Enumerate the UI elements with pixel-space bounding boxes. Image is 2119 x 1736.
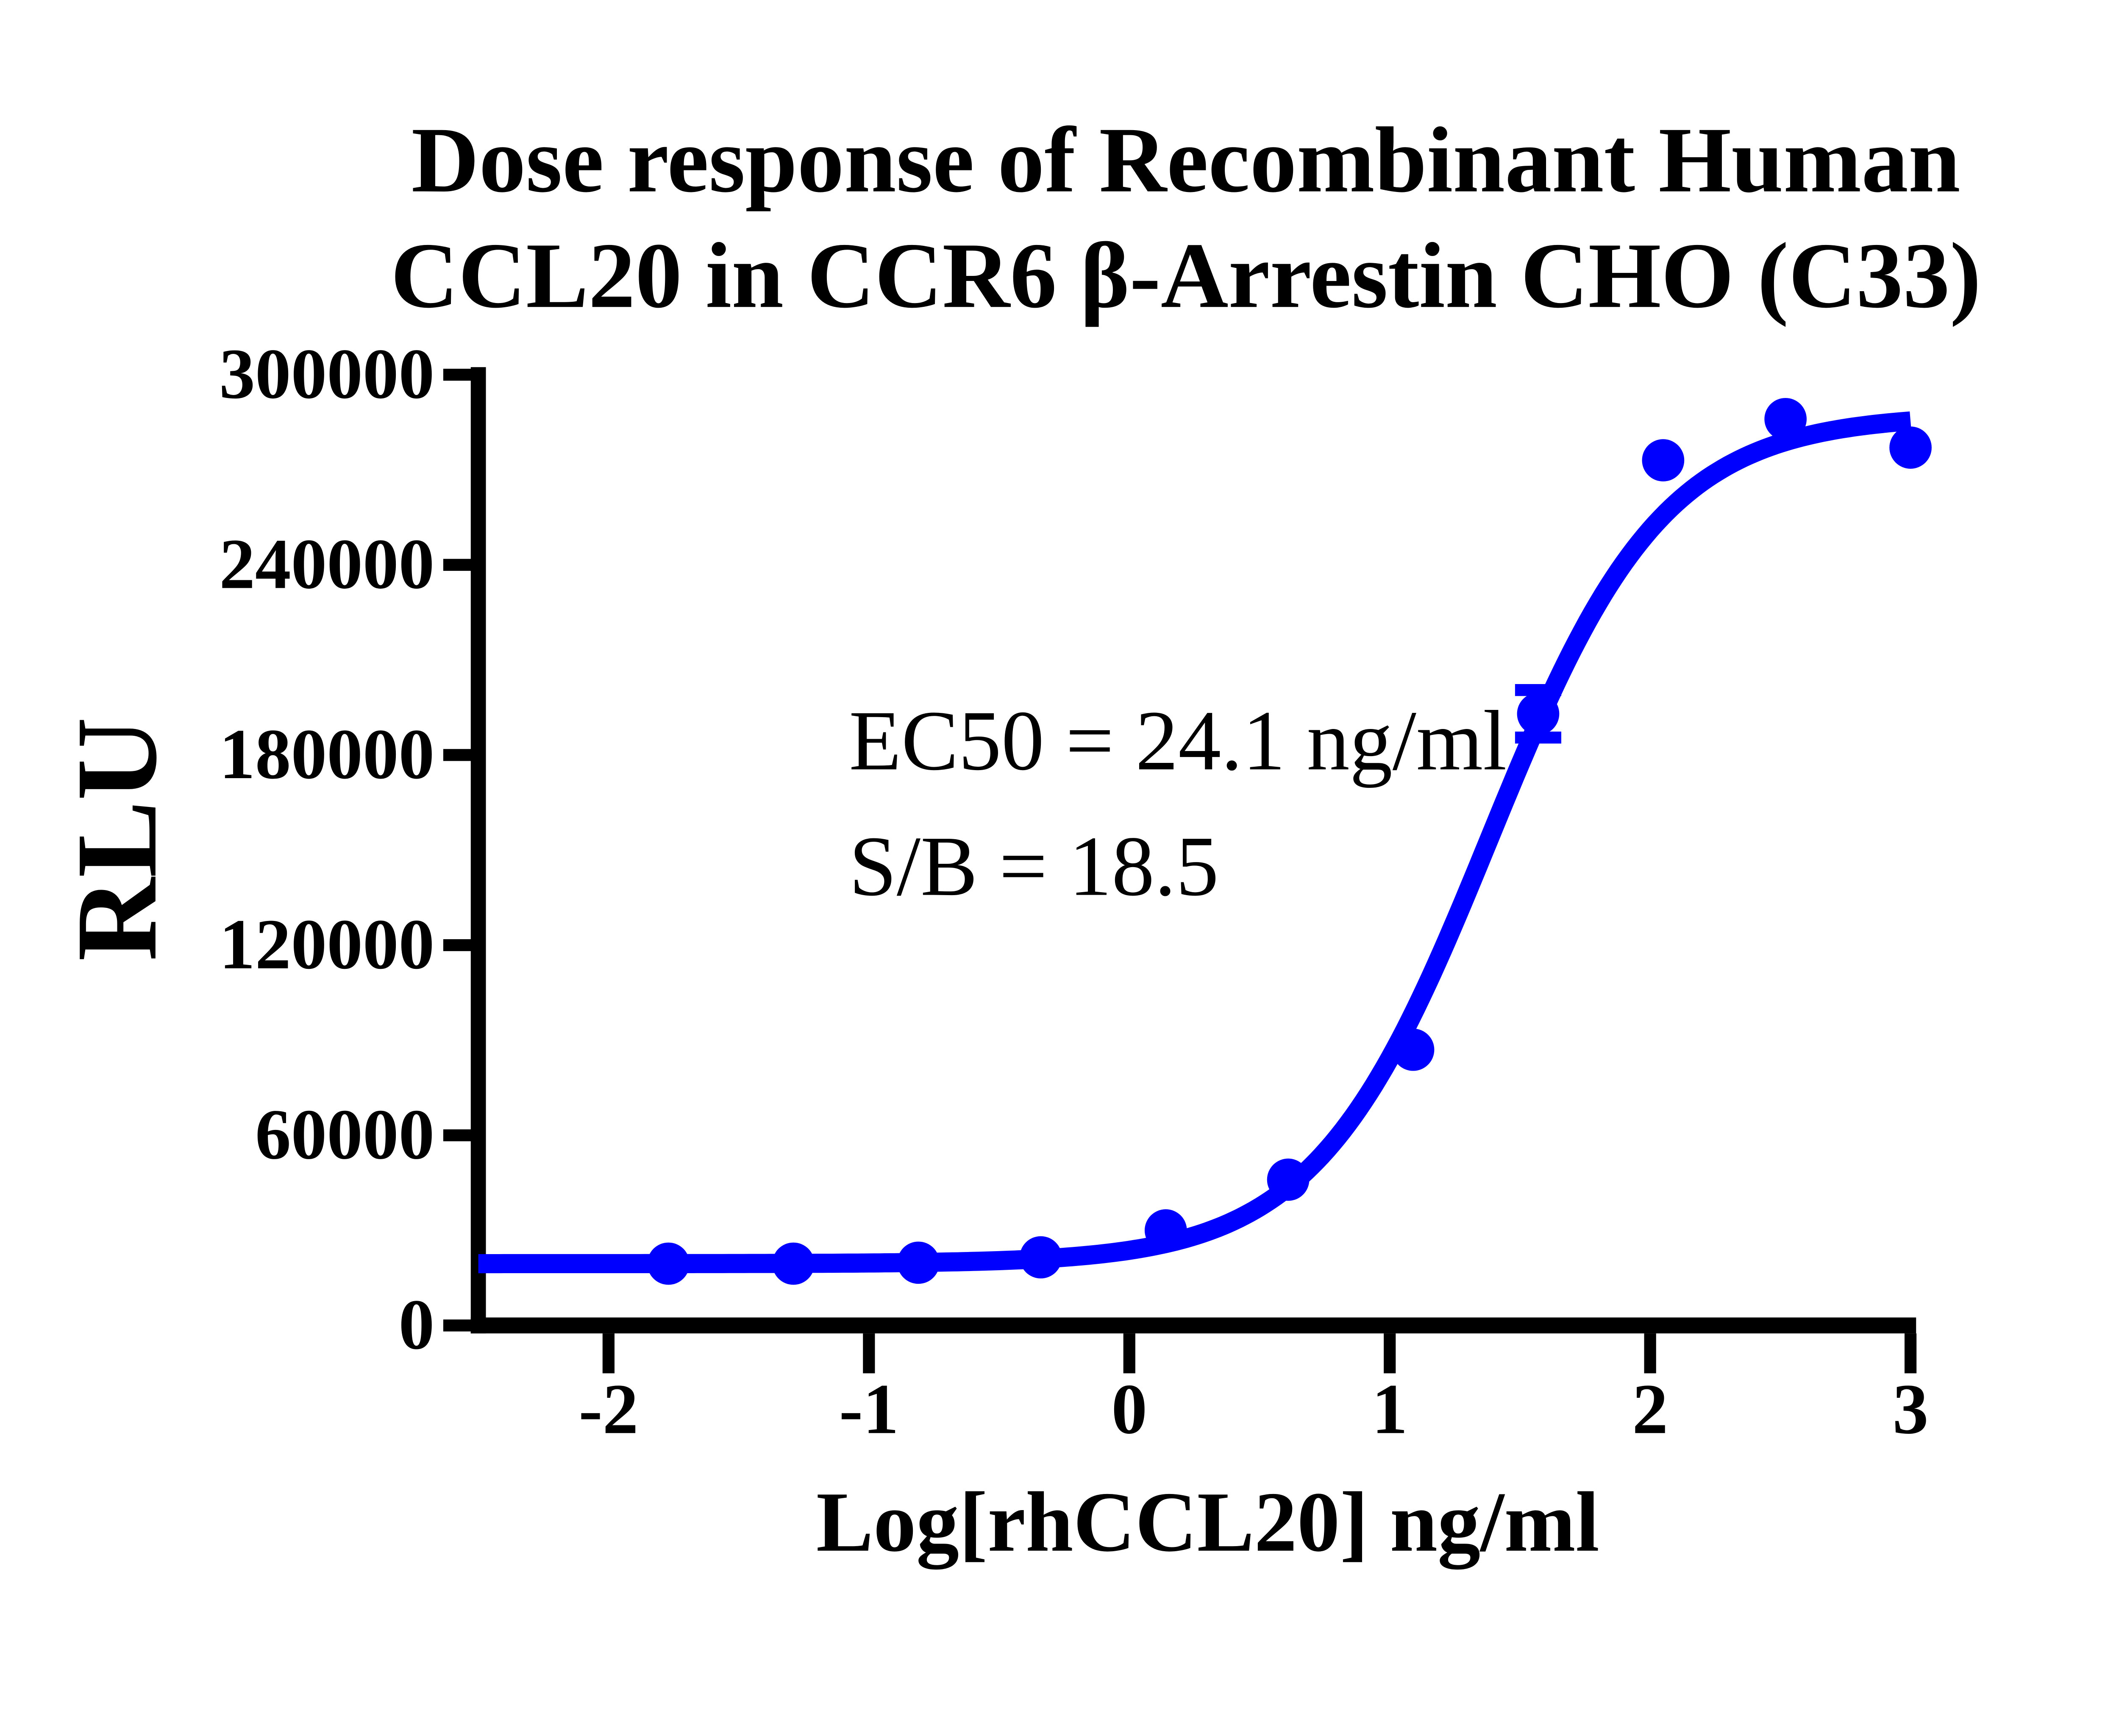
chart-title-line-2: CCL20 in CCR6 β-Arrestin CHO (C33) bbox=[391, 223, 1981, 327]
data-point bbox=[1144, 1209, 1187, 1252]
x-tick-label: 0 bbox=[1111, 1369, 1147, 1449]
dose-response-figure: Dose response of Recombinant Human CCL20… bbox=[53, 108, 1981, 1569]
x-tick-label: 1 bbox=[1372, 1369, 1408, 1449]
x-axis-title: Log[rhCCL20] ng/ml bbox=[816, 1474, 1599, 1569]
y-tick-label: 120000 bbox=[219, 904, 434, 984]
data-point bbox=[1764, 398, 1807, 440]
data-point bbox=[647, 1242, 690, 1285]
chart-title-line-1: Dose response of Recombinant Human bbox=[412, 108, 1960, 211]
annotation-ec50: EC50 = 24.1 ng/ml bbox=[849, 693, 1507, 788]
data-point bbox=[1889, 426, 1932, 469]
data-point bbox=[1267, 1158, 1310, 1201]
annotation-sb: S/B = 18.5 bbox=[849, 819, 1218, 914]
data-point bbox=[1517, 693, 1560, 735]
data-point bbox=[1392, 1028, 1435, 1071]
x-tick-label: 2 bbox=[1632, 1369, 1668, 1449]
axes-group: 0 60000 120000 180000 240000 300000 -2 -1 0 1 2 3 bbox=[219, 334, 1928, 1449]
x-tick-label: -2 bbox=[578, 1369, 638, 1449]
plot-group bbox=[474, 398, 1932, 1285]
x-tick-label: 3 bbox=[1893, 1369, 1929, 1449]
y-tick-label: 0 bbox=[399, 1285, 435, 1364]
y-axis-title: RLU bbox=[53, 717, 181, 961]
data-point bbox=[772, 1242, 815, 1285]
dose-response-chart: Dose response of Recombinant Human CCL20… bbox=[53, 108, 1981, 1569]
y-tick-label: 180000 bbox=[219, 714, 434, 794]
data-point bbox=[1020, 1236, 1062, 1279]
fit-curve bbox=[474, 411, 1915, 1274]
y-tick-label: 300000 bbox=[219, 334, 434, 414]
y-tick-label: 240000 bbox=[219, 524, 434, 604]
data-point bbox=[897, 1241, 940, 1284]
data-point bbox=[1642, 439, 1685, 481]
x-tick-label: -1 bbox=[839, 1369, 899, 1449]
y-tick-label: 60000 bbox=[255, 1094, 434, 1174]
